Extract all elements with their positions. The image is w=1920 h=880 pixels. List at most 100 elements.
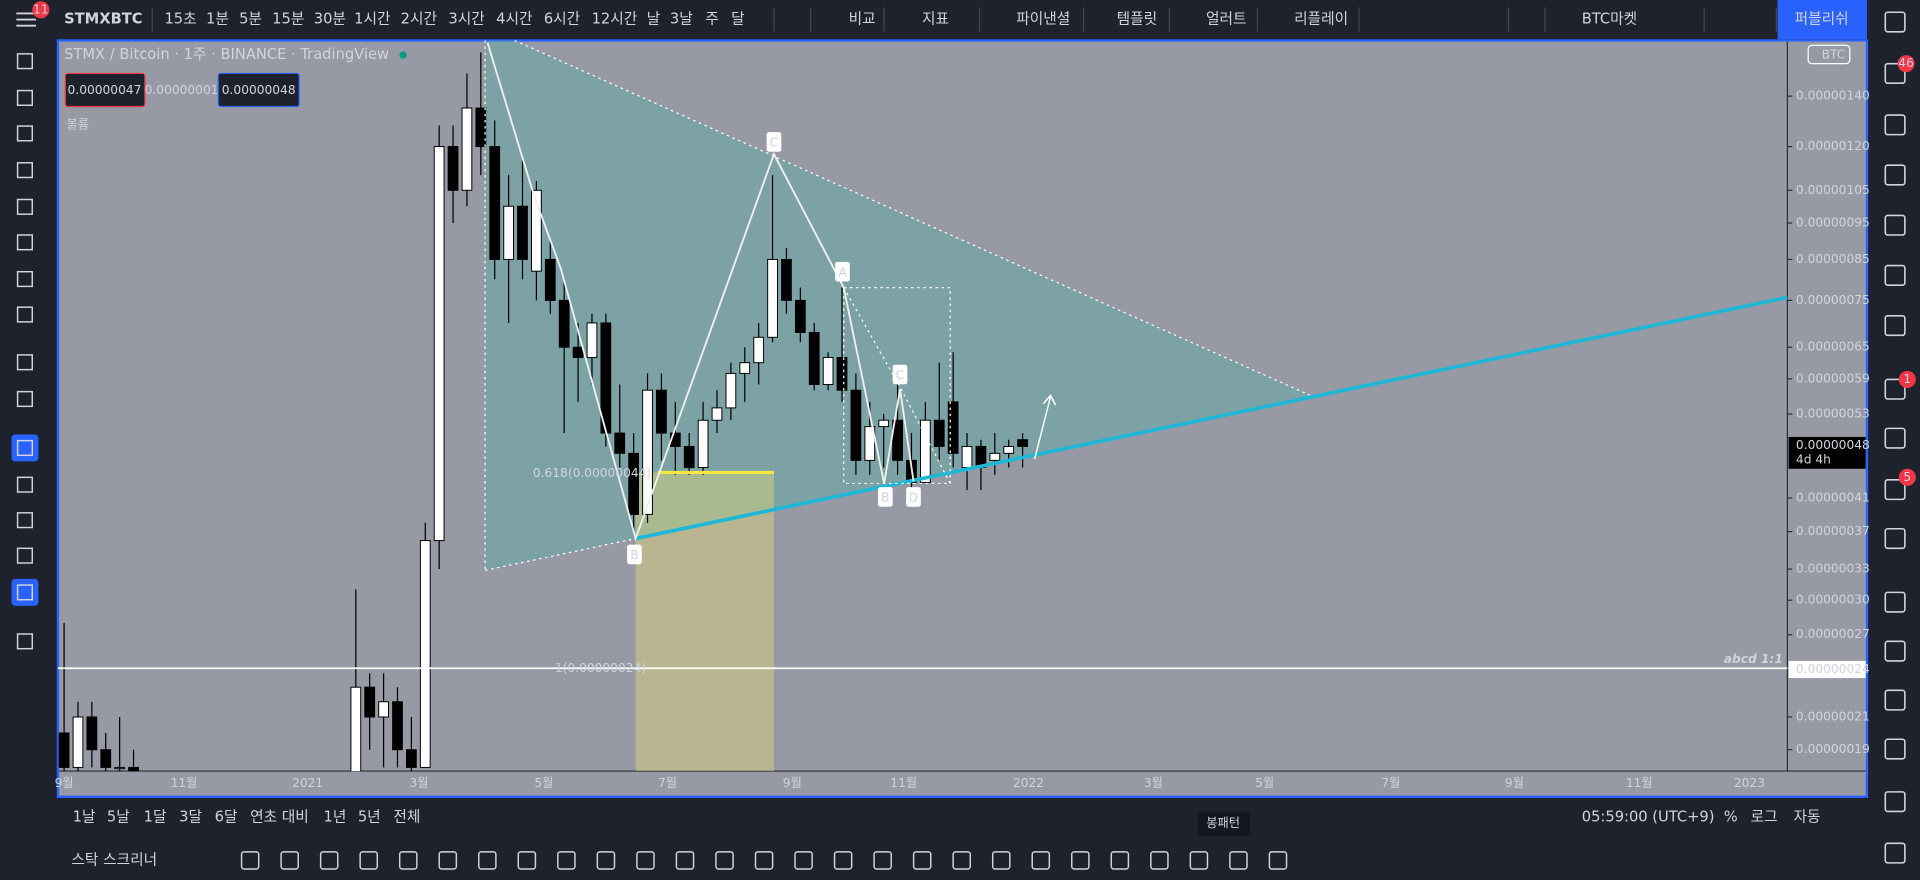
side-icon[interactable]	[1884, 214, 1906, 236]
interval[interactable]: 날	[647, 11, 660, 28]
tool-icon[interactable]	[16, 306, 34, 323]
drawing-tool[interactable]	[912, 851, 932, 870]
drawing-tool[interactable]	[1268, 851, 1288, 870]
side-icon[interactable]	[1884, 591, 1906, 613]
log-toggle[interactable]: 로그	[1751, 809, 1778, 826]
side-icon[interactable]	[1884, 527, 1906, 550]
side-icon[interactable]	[1884, 478, 1906, 501]
drawing-tool[interactable]	[319, 851, 339, 870]
toolbar-button[interactable]: 비교	[849, 11, 876, 28]
side-icon[interactable]	[1884, 842, 1906, 864]
side-icon[interactable]	[1884, 791, 1906, 813]
side-icon[interactable]	[1884, 114, 1906, 136]
interval[interactable]: 15분	[272, 11, 304, 28]
interval[interactable]: 2시간	[401, 11, 437, 28]
market[interactable]: BTC마켓	[1582, 11, 1637, 28]
side-icon[interactable]	[1884, 738, 1906, 760]
drawing-tool[interactable]	[991, 851, 1011, 870]
interval[interactable]: 4시간	[496, 11, 532, 28]
range-button[interactable]: 3달	[179, 809, 202, 826]
interval[interactable]: 6시간	[544, 11, 580, 28]
range-button[interactable]: 전체	[393, 809, 420, 826]
toolbar-button[interactable]: 파이낸셜	[1016, 11, 1070, 28]
drawing-tool[interactable]	[517, 851, 537, 870]
publish[interactable]: 퍼블리쉬	[1795, 11, 1849, 28]
toolbar-button[interactable]: 지표	[922, 11, 949, 28]
tool-icon[interactable]	[16, 125, 34, 142]
percent-toggle[interactable]: %	[1724, 809, 1738, 826]
toolbar-button[interactable]: 템플릿	[1117, 11, 1158, 28]
drawing-tool[interactable]	[596, 851, 616, 870]
range-button[interactable]: 6달	[215, 809, 238, 826]
interval[interactable]: 주	[705, 11, 719, 28]
tool-icon[interactable]	[16, 234, 34, 251]
drawing-tool[interactable]	[1189, 851, 1209, 870]
side-icon[interactable]	[1884, 164, 1906, 186]
drawing-tool[interactable]	[1071, 851, 1090, 870]
drawing-tool[interactable]	[557, 851, 576, 870]
drawing-tool[interactable]	[636, 851, 655, 870]
drawing-tool[interactable]	[1150, 851, 1169, 870]
drawing-tool[interactable]	[715, 851, 734, 870]
tool-icon[interactable]	[16, 547, 34, 564]
drawing-tool[interactable]	[1110, 851, 1130, 870]
tool-icon[interactable]	[16, 439, 34, 457]
side-icon[interactable]	[1884, 689, 1906, 711]
tool-icon[interactable]	[16, 476, 34, 493]
drawing-tool[interactable]	[478, 851, 497, 870]
side-icon[interactable]	[1884, 427, 1906, 449]
tool-icon[interactable]	[16, 89, 34, 106]
symbol[interactable]: STMXBTC	[64, 11, 142, 28]
drawing-tool[interactable]	[359, 851, 379, 870]
tool-icon[interactable]	[16, 390, 34, 408]
drawing-tool[interactable]	[873, 851, 892, 870]
range-button[interactable]: 1날	[73, 809, 96, 826]
interval[interactable]: 달	[731, 11, 744, 28]
screener[interactable]: 스탁 스크리너	[71, 851, 157, 868]
drawing-tool[interactable]	[1229, 851, 1248, 870]
currency[interactable]: BTC	[1822, 48, 1846, 62]
interval[interactable]: 3날	[670, 11, 693, 28]
tool-icon[interactable]	[16, 270, 34, 288]
tool-icon[interactable]	[16, 512, 34, 529]
drawing-tool[interactable]	[398, 851, 418, 870]
candle-body	[378, 701, 389, 718]
tool-icon[interactable]	[16, 633, 34, 650]
drawing-tool[interactable]	[794, 851, 813, 870]
drawing-tool[interactable]	[240, 851, 260, 870]
interval[interactable]: 1시간	[354, 11, 390, 28]
toolbar-button[interactable]: 얼러트	[1206, 11, 1247, 28]
tool-icon[interactable]	[16, 198, 34, 215]
drawing-tool[interactable]	[754, 851, 774, 870]
auto-toggle[interactable]: 자동	[1793, 809, 1820, 826]
drawing-tool[interactable]	[675, 851, 695, 870]
range-button[interactable]: 5날	[107, 809, 130, 826]
range-button[interactable]: 1년	[324, 809, 347, 826]
range-button[interactable]: 연초 대비	[250, 809, 309, 826]
side-icon[interactable]	[1884, 640, 1906, 662]
side-icon[interactable]	[1884, 11, 1906, 33]
drawing-tool[interactable]	[280, 851, 299, 870]
interval[interactable]: 5분	[239, 11, 262, 28]
range-button[interactable]: 1달	[144, 809, 167, 826]
interval[interactable]: 12시간	[592, 11, 638, 28]
drawing-tool[interactable]	[952, 851, 972, 870]
drawing-tool[interactable]	[438, 851, 458, 870]
side-icon[interactable]	[1884, 378, 1906, 400]
drawing-tool[interactable]	[1031, 851, 1051, 870]
interval[interactable]: 3시간	[448, 11, 484, 28]
range-button[interactable]: 5년	[358, 809, 381, 826]
tool-icon[interactable]	[16, 162, 34, 179]
tool-icon[interactable]	[16, 584, 34, 601]
clock[interactable]: 05:59:00 (UTC+9)	[1582, 809, 1715, 826]
interval[interactable]: 30분	[314, 11, 346, 28]
interval[interactable]: 15초	[164, 11, 196, 28]
drawing-tool[interactable]	[833, 851, 853, 870]
tool-icon[interactable]	[16, 53, 34, 70]
side-icon[interactable]	[1884, 314, 1906, 337]
toolbar-button[interactable]: 리플레이	[1294, 11, 1348, 28]
interval[interactable]: 1분	[206, 11, 229, 28]
tool-icon[interactable]	[16, 354, 34, 371]
side-icon[interactable]	[1884, 264, 1906, 286]
side-icon[interactable]	[1884, 62, 1906, 85]
